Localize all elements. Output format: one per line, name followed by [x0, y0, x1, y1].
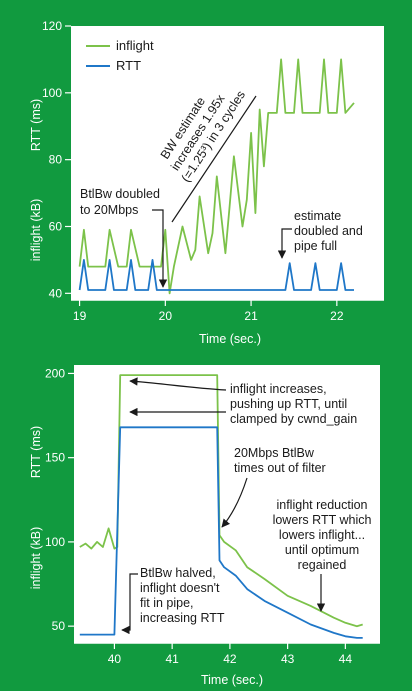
- annotation-text: until optimum: [285, 543, 359, 557]
- x-tick-label: 40: [108, 652, 122, 666]
- chart-top: 40 60 80 100 120 19 20 21 22 Time (sec.) RTT (m…: [29, 19, 384, 346]
- annotation-text: increasing RTT: [140, 611, 225, 625]
- x-axis-title: Time (sec.): [199, 332, 261, 346]
- annotation-text: times out of filter: [234, 461, 326, 475]
- annotation-text: fit in pipe,: [140, 596, 194, 610]
- annotation-text: BtlBw doubled: [80, 187, 160, 201]
- annotation-inflight-increases: inflight increases, pushing up RTT, unti…: [129, 377, 357, 426]
- annotation-estimate-doubled: estimate doubled and pipe full: [277, 209, 363, 259]
- annotation-text: lowers inflight...: [279, 528, 365, 542]
- annotation-text: pipe full: [294, 239, 337, 253]
- annotation-text: estimate: [294, 209, 341, 223]
- annotation-btlbw-doubled: BtlBw doubled to 20Mbps: [80, 187, 168, 288]
- series-line-inflight: [78, 58, 355, 295]
- x-tick-label: 42: [223, 652, 237, 666]
- legend: inflight RTT: [86, 38, 154, 73]
- y-tick-label: 40: [49, 286, 63, 300]
- annotation-btlbw-timeout: 20Mbps BtlBw times out of filter: [221, 446, 326, 528]
- annotation-arrow: [221, 477, 248, 528]
- x-tick-label: 20: [159, 309, 173, 323]
- annotation-text: regained: [298, 558, 347, 572]
- legend-label-rtt: RTT: [116, 58, 141, 73]
- y-axis-title-right: RTT (ms): [29, 426, 43, 478]
- x-tick-label: 21: [244, 309, 258, 323]
- y-tick-label: 200: [45, 366, 65, 380]
- y-axis-title-left: inflight (kB): [29, 199, 43, 262]
- x-tick-label: 43: [281, 652, 295, 666]
- annotation-text: inflight doesn't: [140, 581, 220, 595]
- x-tick-label: 44: [339, 652, 353, 666]
- annotation-text: pushing up RTT, until: [230, 397, 347, 411]
- series-line-rtt: [79, 426, 363, 639]
- annotation-text: 20Mbps BtlBw: [234, 446, 315, 460]
- legend-label-inflight: inflight: [116, 38, 154, 53]
- annotation-text: doubled and: [294, 224, 363, 238]
- series-line-rtt: [78, 258, 354, 291]
- annotation-arrow: [129, 377, 227, 391]
- plot-area: [71, 26, 384, 300]
- x-axis-title: Time (sec.): [201, 673, 263, 687]
- annotation-text: inflight increases,: [230, 382, 327, 396]
- y-axis-title-left: inflight (kB): [29, 527, 43, 590]
- annotation-text: inflight reduction: [276, 498, 367, 512]
- annotation-arrow: [277, 228, 292, 259]
- series-line-inflight: [79, 374, 363, 628]
- y-tick-label: 50: [52, 619, 66, 633]
- x-tick-label: 41: [165, 652, 179, 666]
- annotation-arrow: [152, 209, 168, 288]
- plot-area: [74, 365, 380, 643]
- annotation-text: clamped by cwnd_gain: [230, 412, 357, 426]
- y-tick-label: 80: [49, 153, 63, 167]
- y-tick-label: 150: [45, 451, 65, 465]
- y-tick-label: 100: [42, 86, 62, 100]
- annotation-text: to 20Mbps: [80, 203, 138, 217]
- annotation-text: BtlBw halved,: [140, 566, 216, 580]
- annotation-arrow: [121, 573, 138, 635]
- y-tick-label: 60: [49, 219, 63, 233]
- y-tick-label: 120: [42, 19, 62, 33]
- y-axis-title-right: RTT (ms): [29, 99, 43, 151]
- x-tick-label: 22: [330, 309, 344, 323]
- bw-estimate-trend-line: [171, 95, 257, 223]
- y-tick-label: 100: [45, 535, 65, 549]
- annotation-text: lowers RTT which: [273, 513, 372, 527]
- annotation-btlbw-halved: BtlBw halved, inflight doesn't fit in pi…: [121, 566, 225, 635]
- x-tick-label: 19: [73, 309, 87, 323]
- annotation-inflight-reduction: inflight reduction lowers RTT which lowe…: [273, 498, 372, 612]
- chart-bottom: 50 100 150 200 40 41 42 43 44 Time (sec.) RTT (…: [29, 365, 380, 687]
